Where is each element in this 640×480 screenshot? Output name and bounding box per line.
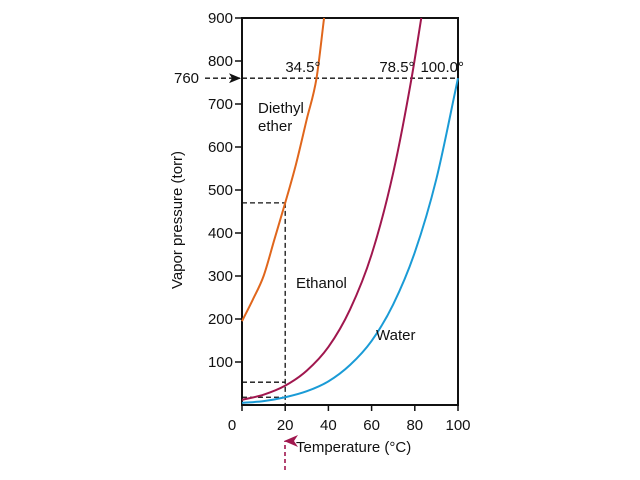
x-tick-label: 0 (228, 417, 236, 434)
x-tick-label: 60 (363, 417, 380, 434)
y-tick-label: 400 (208, 225, 233, 242)
reference-760-label: 760 (174, 70, 199, 87)
y-tick-label: 500 (208, 182, 233, 199)
y-tick-label: 900 (208, 10, 233, 27)
series-line (241, 17, 423, 401)
series-label: Water (376, 327, 415, 344)
x-tick-label: 20 (277, 417, 294, 434)
x-tick-label: 80 (406, 417, 423, 434)
y-tick-label: 300 (208, 268, 233, 285)
y-tick-label: 100 (208, 354, 233, 371)
y-tick-label: 700 (208, 96, 233, 113)
y-axis-title: Vapor pressure (torr) (169, 151, 186, 289)
ticks-layer: 100 200 300 400 500 600 700 800 900 0 20 40 60 80 100 (208, 10, 471, 434)
series-layer (241, 17, 459, 404)
x-tick-label: 40 (320, 417, 337, 434)
boiling-point-label: 78.5° (379, 59, 414, 76)
series-label: ether (258, 118, 292, 135)
series-line (241, 17, 326, 322)
boiling-point-label: 100.0° (420, 59, 464, 76)
y-tick-label: 800 (208, 53, 233, 70)
x-axis-title: Temperature (°C) (296, 439, 411, 456)
series-label: Diethyl (258, 100, 304, 117)
plot-frame (241, 17, 459, 406)
y-tick-label: 600 (208, 139, 233, 156)
reference-lines: 760 (174, 70, 458, 405)
y-tick-label: 200 (208, 311, 233, 328)
series-label: Ethanol (296, 275, 347, 292)
boiling-point-label: 34.5° (285, 59, 320, 76)
series-line (241, 77, 459, 404)
x-tick-label: 100 (445, 417, 470, 434)
